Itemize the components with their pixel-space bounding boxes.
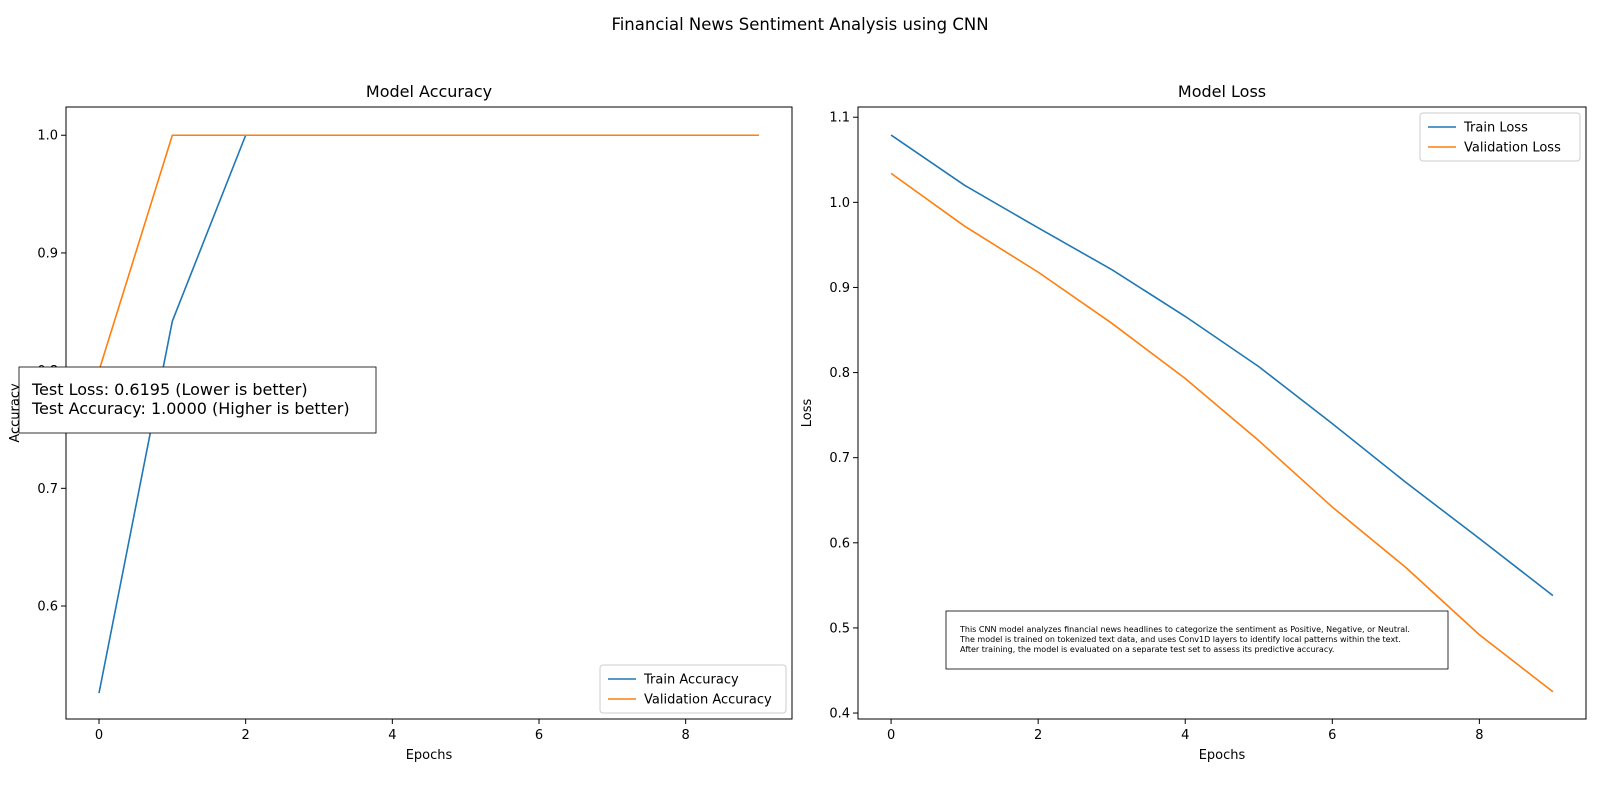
series-line-validation-accuracy (98, 134, 759, 371)
y-tick-label: 1.0 (829, 196, 850, 211)
series-line-train-loss (890, 134, 1554, 597)
y-tick-label: 1.1 (829, 111, 850, 126)
y-tick-label: 0.6 (37, 600, 58, 615)
x-tick-label: 0 (887, 728, 895, 743)
figure-suptitle: Financial News Sentiment Analysis using … (611, 15, 988, 34)
x-tick-label: 6 (535, 728, 543, 743)
legend: Train Loss Validation Loss (1419, 112, 1581, 162)
x-axis-label: Epochs (1199, 748, 1246, 763)
y-tick-label: 0.5 (829, 621, 850, 636)
series-line-validation-loss (890, 172, 1554, 693)
legend-label: Train Accuracy (643, 673, 739, 688)
legend-label: Train Loss (1463, 121, 1528, 136)
y-tick-label: 0.6 (829, 536, 850, 551)
x-tick-label: 8 (1475, 728, 1483, 743)
annotation-frame (18, 366, 377, 434)
chart-title: Model Loss (1178, 82, 1266, 101)
annotation-line: Test Accuracy: 1.0000 (Higher is better) (31, 399, 350, 418)
y-tick-label: 0.4 (829, 707, 850, 722)
annotation-line: The model is trained on tokenized text d… (959, 635, 1401, 644)
legend-label: Validation Accuracy (644, 693, 772, 708)
charts-layer: Model Accuracy 0 2 4 6 8 0.6 0.7 0.8 0.9 1.0 Epochs… (8, 82, 1587, 763)
annotation-box: Test Loss: 0.6195 (Lower is better)Test … (18, 366, 377, 434)
plot-frame (857, 106, 1587, 720)
x-tick-label: 2 (242, 728, 250, 743)
y-tick-label: 0.9 (37, 246, 58, 261)
x-tick-label: 6 (1328, 728, 1336, 743)
x-tick-label: 8 (682, 728, 690, 743)
y-tick-label: 1.0 (37, 129, 58, 144)
chart-title: Model Accuracy (366, 82, 492, 101)
y-tick-label: 0.9 (829, 281, 850, 296)
legend-box (599, 664, 787, 714)
annotation-frame (945, 610, 1449, 670)
legend-box (1419, 112, 1581, 162)
x-tick-label: 4 (388, 728, 396, 743)
y-axis-label: Loss (800, 399, 815, 428)
annotation-box: This CNN model analyzes financial news h… (945, 610, 1449, 670)
y-tick-label: 0.8 (829, 366, 850, 381)
y-tick-label: 0.7 (829, 451, 850, 466)
annotation-line: Test Loss: 0.6195 (Lower is better) (31, 380, 308, 399)
x-axis-label: Epochs (406, 748, 453, 763)
model-loss-panel: Model Loss 0 2 4 6 8 0.4 0.5 0.6 0.7 0.8 0.9 1.0 1.1 E… (800, 82, 1587, 763)
x-tick-label: 2 (1034, 728, 1042, 743)
x-tick-label: 4 (1181, 728, 1189, 743)
legend: Train Accuracy Validation Accuracy (599, 664, 787, 714)
x-tick-label: 0 (95, 728, 103, 743)
annotation-line: After training, the model is evaluated o… (960, 645, 1334, 654)
model-accuracy-panel: Model Accuracy024680.60.70.80.91.0Epochs… (8, 82, 793, 763)
y-tick-label: 0.7 (37, 482, 58, 497)
annotation-line: This CNN model analyzes financial news h… (959, 625, 1410, 634)
legend-label: Validation Loss (1464, 141, 1561, 156)
